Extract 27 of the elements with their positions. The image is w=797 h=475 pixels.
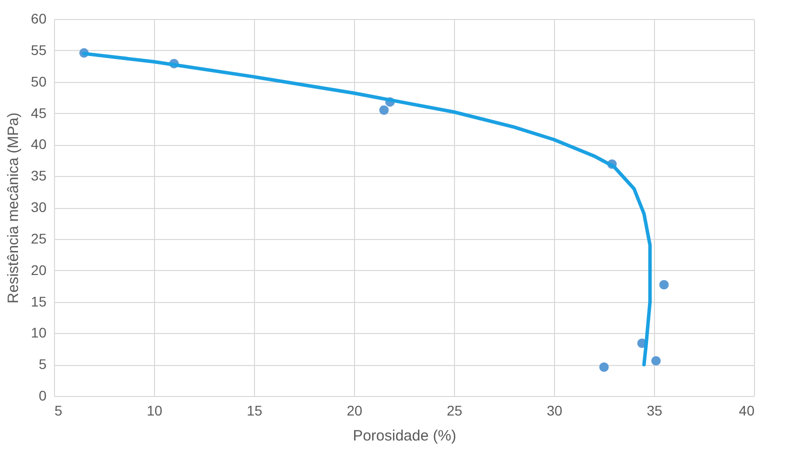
x-axis-title: Porosidade (%): [352, 428, 456, 444]
point: [379, 105, 389, 115]
point: [599, 362, 609, 372]
y-tick-label: 55: [30, 42, 47, 58]
y-tick-label: 60: [30, 10, 47, 26]
y-tick-label: 0: [38, 388, 47, 404]
y-tick-label: 20: [30, 262, 47, 278]
point: [659, 280, 669, 290]
x-tick-label: 15: [246, 402, 262, 418]
point: [651, 356, 661, 366]
y-tick-label: 40: [30, 136, 47, 152]
y-tick-label: 10: [30, 324, 47, 341]
y-tick-label: 15: [30, 293, 47, 310]
x-tick-label: 30: [546, 402, 562, 418]
x-tick-label: 20: [346, 402, 362, 418]
x-tick-label: 5: [54, 402, 62, 418]
y-tick-label: 25: [30, 230, 47, 246]
y-axis-title: Resistência mecânica (MPa): [4, 112, 22, 304]
y-tick-label: 30: [30, 199, 47, 215]
x-tick-label: 40: [738, 402, 755, 418]
x-tick-label: 25: [446, 402, 462, 418]
y-tick-label: 50: [30, 73, 47, 90]
y-tick-label: 45: [30, 104, 47, 121]
y-tick-label: 5: [38, 356, 47, 372]
y-tick-label: 35: [30, 168, 47, 184]
x-tick-label: 35: [646, 402, 662, 418]
x-tick-label: 10: [146, 402, 162, 418]
